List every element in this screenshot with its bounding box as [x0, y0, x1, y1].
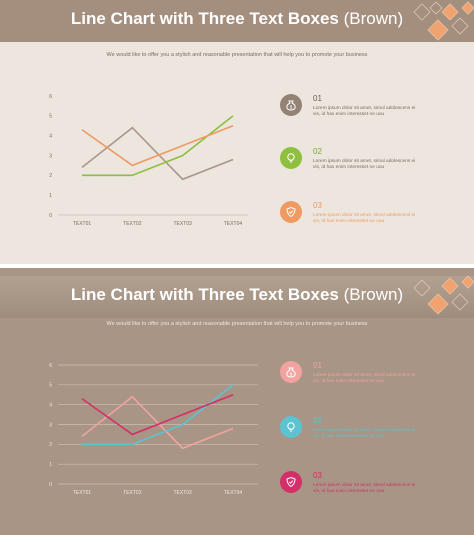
item-number: 01	[313, 94, 322, 103]
x-tick-label: TEXT03	[173, 221, 192, 227]
title-paren: (Brown)	[343, 285, 404, 304]
title-bar: Line Chart with Three Text Boxes (Brown)	[0, 0, 474, 42]
item-description: Lorem ipsum dolor sit amet, simul adoles…	[313, 483, 416, 495]
lightbulb-icon	[280, 147, 302, 169]
x-tick-label: TEXT03	[173, 490, 192, 496]
item-number: 01	[313, 361, 322, 370]
text-box-03: 03 Lorem ipsum dolor sit amet, simul ado…	[280, 201, 470, 241]
y-tick-label: 0	[49, 213, 52, 219]
slide-light: Line Chart with Three Text Boxes (Brown)…	[0, 0, 474, 264]
text-box-01: $ 01 Lorem ipsum dolor sit amet, simul a…	[280, 361, 470, 401]
y-tick-label: 6	[49, 363, 52, 369]
text-box-03: 03 Lorem ipsum dolor sit amet, simul ado…	[280, 471, 470, 511]
svg-text:$: $	[290, 372, 293, 377]
item-number: 02	[313, 147, 322, 156]
slide-title: Line Chart with Three Text Boxes (Brown)	[0, 285, 474, 305]
y-tick-label: 2	[49, 442, 52, 448]
title-paren: (Brown)	[343, 9, 404, 28]
line-chart: 0 1 2 3 4 5 6 TEXT01 TEXT02 TEXT03 TEXT04	[49, 94, 248, 227]
lightbulb-icon	[280, 416, 302, 438]
text-box-02: 02 Lorem ipsum dolor sit amet, simul ado…	[280, 416, 470, 456]
x-tick-label: TEXT04	[224, 221, 243, 227]
diamond-decoration	[413, 1, 474, 41]
y-tick-label: 1	[49, 193, 52, 199]
item-description: Lorem ipsum dolor sit amet, simul adoles…	[313, 373, 416, 385]
y-tick-label: 5	[49, 383, 52, 389]
money-bag-icon: $	[280, 361, 302, 383]
slide-title: Line Chart with Three Text Boxes (Brown)	[0, 9, 474, 29]
y-tick-label: 2	[49, 173, 52, 179]
title-bar: Line Chart with Three Text Boxes (Brown)	[0, 276, 474, 318]
x-tick-label: TEXT02	[123, 221, 142, 227]
money-bag-icon: $	[280, 94, 302, 116]
diamond-decoration	[413, 275, 474, 315]
y-tick-label: 1	[49, 462, 52, 468]
shield-icon	[280, 471, 302, 493]
line-chart: 0 1 2 3 4 5 6 TEXT01 TEXT02 TEXT03 TEXT04	[49, 363, 258, 496]
text-box-01: $ 01 Lorem ipsum dolor sit amet, simul a…	[280, 94, 470, 134]
slide-subtitle: We would like to offer you a stylish and…	[106, 52, 368, 58]
title-main: Line Chart with Three Text Boxes	[70, 285, 339, 304]
y-tick-label: 0	[49, 482, 52, 488]
y-tick-label: 4	[49, 133, 52, 139]
x-tick-label: TEXT02	[123, 490, 142, 496]
y-tick-label: 3	[49, 153, 52, 159]
x-tick-label: TEXT01	[73, 221, 92, 227]
item-number: 02	[313, 416, 322, 425]
item-number: 03	[313, 471, 322, 480]
item-description: Lorem ipsum dolor sit amet, simul adoles…	[313, 106, 416, 118]
series-line-3	[81, 394, 234, 436]
x-tick-label: TEXT04	[224, 490, 243, 496]
x-tick-label: TEXT01	[73, 490, 92, 496]
svg-text:$: $	[290, 105, 293, 110]
y-tick-label: 3	[49, 422, 52, 428]
slide-dark: Line Chart with Three Text Boxes (Brown)…	[0, 268, 474, 535]
title-main: Line Chart with Three Text Boxes	[70, 9, 339, 28]
item-description: Lorem ipsum dolor sit amet, simul adoles…	[313, 159, 416, 171]
series-line-3	[81, 125, 234, 167]
item-number: 03	[313, 201, 322, 210]
y-tick-label: 5	[49, 114, 52, 120]
item-description: Lorem ipsum dolor sit amet, simul adoles…	[313, 428, 416, 440]
y-tick-label: 4	[49, 402, 52, 408]
slide-subtitle: We would like to offer you a stylish and…	[106, 321, 368, 327]
shield-icon	[280, 201, 302, 223]
text-box-02: 02 Lorem ipsum dolor sit amet, simul ado…	[280, 147, 470, 187]
y-tick-label: 6	[49, 94, 52, 100]
item-description: Lorem ipsum dolor sit amet, simul adoles…	[313, 213, 416, 225]
